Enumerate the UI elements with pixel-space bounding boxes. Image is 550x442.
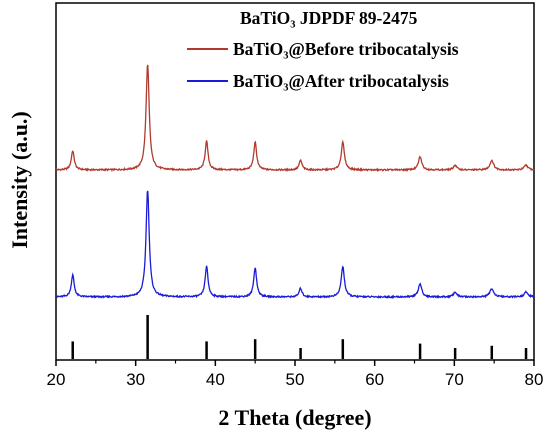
x-tick-label: 20 — [47, 370, 66, 389]
reference-peaks — [71, 315, 528, 359]
x-tick-label: 40 — [206, 370, 225, 389]
x-axis-ticks: 20 30 40 50 60 70 80 — [47, 360, 544, 389]
x-tick-label: 50 — [286, 370, 305, 389]
x-tick-label: 30 — [126, 370, 145, 389]
series-line-after — [55, 190, 535, 299]
series-line-before — [55, 64, 535, 173]
x-axis-title: 2 Theta (degree) — [218, 405, 371, 430]
x-tick-label: 70 — [445, 370, 464, 389]
legend-label-after: BaTiO₃@After tribocatalysis — [233, 71, 449, 91]
y-axis-title: Intensity (a.u.) — [7, 111, 32, 249]
legend-label-before: BaTiO₃@Before tribocatalysis — [233, 39, 459, 59]
x-tick-label: 80 — [525, 370, 544, 389]
x-tick-label: 60 — [365, 370, 384, 389]
reference-label: BaTiO₃ JDPDF 89-2475 — [240, 8, 418, 28]
